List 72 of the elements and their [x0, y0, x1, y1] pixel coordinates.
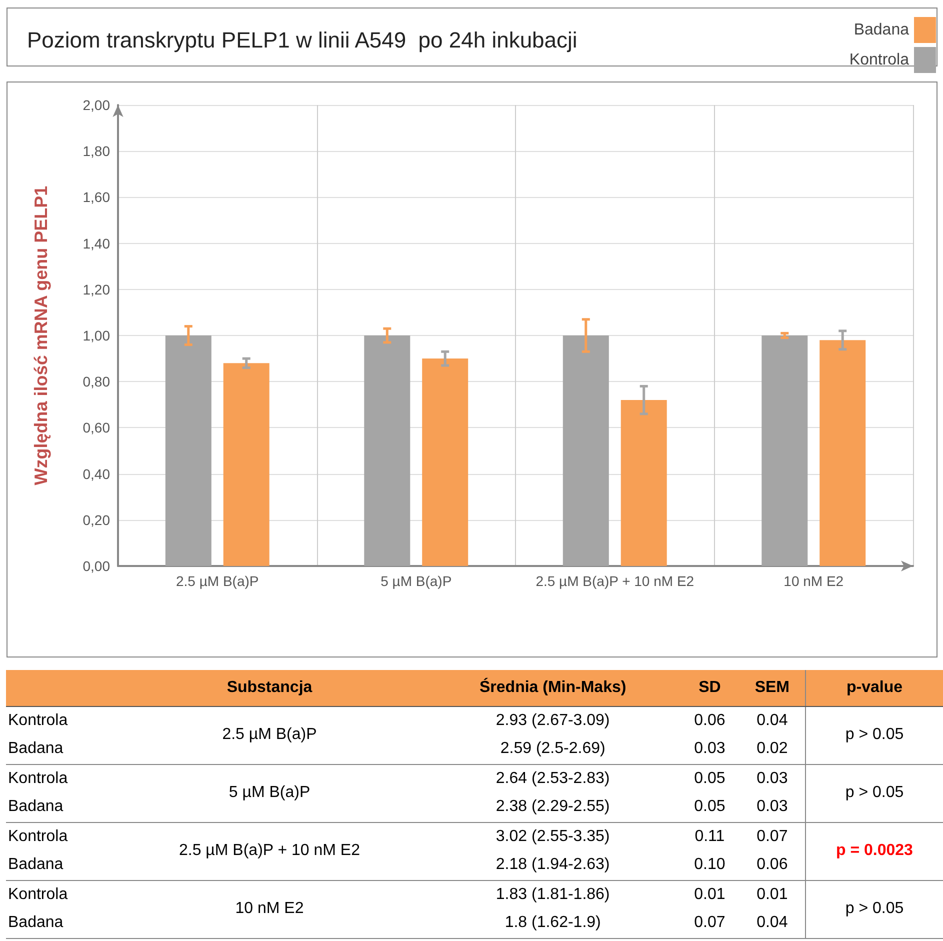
text: 5 µM B(a)P [113, 764, 426, 822]
text: 3.02 (2.55-3.35) [494, 826, 611, 847]
x-tick-label: 2.5 µM B(a)P + 10 nM E2 [536, 573, 694, 589]
y-tick-label: 0,60 [82, 420, 110, 436]
text: 1.83 (1.81-1.86) [494, 884, 611, 905]
x-tick-label: 2.5 µM B(a)P [176, 573, 259, 589]
chart-title: Poziom transkryptu PELP1 w linii A549 po 24h inkubacji [27, 28, 578, 52]
text: Kontrola [7, 768, 69, 789]
text: 0.06 [739, 851, 806, 880]
x-tick-label: 5 µM B(a)P [380, 573, 452, 589]
text: 10 nM E2 [113, 880, 426, 938]
legend-label: Badana [854, 22, 910, 38]
text: 1.8 (1.62-1.9) [426, 909, 680, 938]
text: 0.01 [756, 884, 789, 905]
y-tick-label: 2,00 [82, 97, 110, 113]
bar [820, 340, 866, 566]
y-tick-label: 1,80 [82, 143, 110, 160]
text: Substancja [113, 670, 426, 706]
text: Badana [6, 793, 114, 822]
text: p > 0.05 [805, 706, 943, 764]
text: Kontrola [7, 826, 69, 847]
text: p-value [805, 670, 943, 706]
text: 0.03 [680, 735, 740, 764]
y-tick-label: 0,00 [82, 558, 110, 574]
text: 0.05 [680, 793, 740, 822]
text: 0.11 [694, 826, 726, 847]
text: 2.5 µM B(a)P + 10 nM E2 [113, 822, 426, 880]
y-tick-label: 1,60 [82, 189, 110, 206]
text: 2.38 (2.29-2.55) [426, 793, 680, 822]
text: 0.01 [693, 884, 726, 905]
text: 0.07 [756, 826, 789, 847]
bar [165, 336, 212, 566]
text: 0.03 [756, 768, 789, 789]
text: 2.59 (2.5-2.69) [426, 735, 680, 764]
text: 2.64 (2.53-2.83) [494, 768, 611, 789]
bar [762, 336, 808, 566]
text: 0.07 [680, 909, 740, 938]
bar [364, 336, 410, 566]
y-axis-title: Względna ilość mRNA genu PELP1 [31, 186, 51, 486]
text: Średnia (Min-Maks) [426, 670, 680, 706]
text: 2.18 (1.94-2.63) [426, 851, 680, 880]
text: 0.10 [680, 851, 740, 880]
y-tick-label: 1,40 [82, 235, 110, 252]
text: p > 0.05 [805, 880, 943, 938]
text: SD [680, 670, 740, 706]
y-tick-label: 0,40 [82, 466, 110, 482]
bar [223, 363, 270, 566]
text: Kontrola [7, 710, 69, 731]
text: 0.04 [756, 710, 789, 731]
legend-label: Kontrola [849, 52, 910, 68]
y-tick-label: 1,00 [82, 328, 110, 344]
text: 0.05 [693, 768, 726, 789]
text: Kontrola [7, 884, 69, 905]
text: p = 0.0023 [805, 822, 943, 880]
text: 2.93 (2.67-3.09) [494, 710, 611, 731]
y-tick-label: 1,20 [82, 281, 110, 298]
x-tick-label: 10 nM E2 [784, 573, 844, 589]
text: Badana [6, 851, 114, 880]
bar [422, 358, 468, 566]
text: 0.06 [693, 710, 726, 731]
y-tick-label: 0,80 [82, 374, 110, 390]
text: 0.03 [739, 793, 806, 822]
text: 0.04 [739, 909, 806, 938]
text: 0.02 [739, 735, 806, 764]
text: Badana [6, 735, 114, 764]
text: SEM [739, 670, 806, 706]
text: 2.5 µM B(a)P [113, 706, 426, 764]
y-tick-label: 0,20 [82, 512, 110, 528]
bar [562, 336, 609, 566]
text: p > 0.05 [805, 764, 943, 822]
bar [620, 400, 667, 566]
text: Badana [6, 909, 114, 938]
